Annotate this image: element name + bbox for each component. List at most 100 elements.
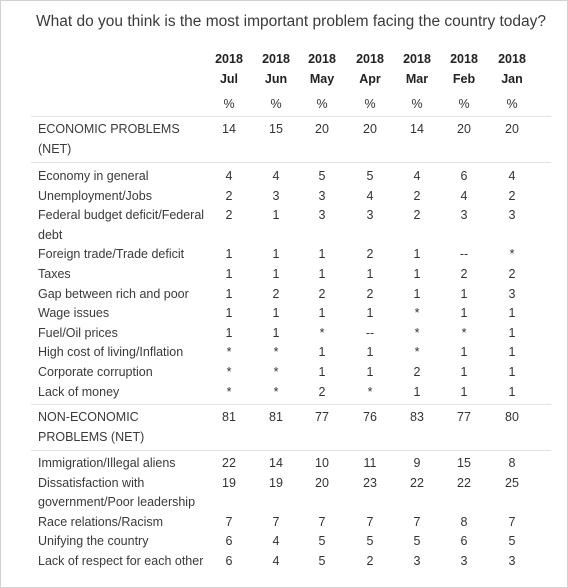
table-cell: * [319, 325, 325, 340]
table-cell: 5 [318, 169, 326, 183]
table-cell: 3 [272, 188, 280, 203]
table-cell: 81 [269, 410, 283, 424]
column-header-year: 2018 [356, 52, 384, 66]
table-cell: 2 [460, 267, 468, 281]
table-cell: 1 [225, 286, 233, 301]
table-cell: 1 [272, 247, 280, 262]
table-cell: 6 [460, 534, 468, 549]
table-cell: * [509, 247, 515, 262]
table-cell: 1 [318, 267, 326, 281]
table-cell: 2 [318, 286, 326, 301]
row-label: Wage issues [38, 306, 110, 321]
table-cell: 1 [508, 325, 516, 340]
table-cell: 7 [413, 514, 421, 529]
table-cell: 2 [318, 384, 326, 399]
table-cell: 1 [413, 286, 421, 301]
table-cell: 5 [413, 534, 421, 549]
column-header-unit: % [506, 97, 518, 111]
table-cell: -- [459, 247, 469, 262]
row-label: Taxes [38, 267, 71, 281]
table-cell: 1 [413, 247, 421, 262]
table-cell: 77 [457, 410, 471, 424]
table-cell: 1 [272, 208, 280, 223]
table-cell: 1 [225, 306, 233, 321]
table-cell: * [414, 325, 420, 340]
column-header-unit: % [458, 97, 470, 111]
table-cell: 2 [225, 188, 233, 203]
table-cell: 5 [366, 534, 374, 549]
table-cell: 4 [272, 554, 280, 568]
table-cell: 1 [318, 345, 326, 360]
column-header-month: Feb [452, 72, 476, 86]
table-cell: 1 [508, 306, 516, 321]
table-cell: 2 [413, 208, 421, 223]
table-cell: 3 [413, 554, 421, 568]
row-label: Lack of respect for each other [38, 554, 204, 568]
column-header-month: Apr [359, 72, 381, 86]
table-cell: 76 [363, 410, 377, 424]
table-cell: 6 [460, 169, 468, 183]
table-cell: 19 [222, 475, 236, 490]
table-cell: 1 [460, 384, 468, 399]
table-cell: 1 [508, 384, 516, 399]
table-cell: 1 [272, 325, 280, 340]
group-divider [31, 162, 551, 163]
table-cell: 77 [315, 410, 329, 424]
row-label: Race relations/Racism [38, 514, 164, 529]
table-cell: 20 [457, 122, 471, 136]
table-cell: 1 [460, 345, 468, 360]
table-cell: 1 [460, 306, 468, 321]
table-cell: 81 [222, 410, 236, 424]
row-label: Immigration/Illegal aliens [38, 456, 176, 470]
row-label: NON-ECONOMIC PROBLEMS (NET) [38, 410, 145, 444]
table-cell: 3 [508, 554, 516, 568]
table-cell: * [273, 345, 279, 360]
row-label: Federal budget deficit/Federal debt [38, 208, 205, 242]
table-cell: 1 [508, 365, 516, 379]
question-title: What do you think is the most important … [36, 13, 547, 30]
table-cell: 2 [272, 286, 280, 301]
row-label: Foreign trade/Trade deficit [38, 247, 185, 262]
table-cell: * [414, 306, 420, 321]
table-cell: 7 [508, 514, 516, 529]
table-cell: 1 [366, 267, 374, 281]
column-header-month: Jun [264, 72, 288, 86]
table-cell: 4 [366, 188, 374, 203]
table-cell: 1 [272, 267, 280, 281]
row-label: Corporate corruption [38, 365, 153, 379]
table-cell: 10 [315, 456, 329, 470]
table-cell: 4 [413, 169, 421, 183]
table-cell: 6 [225, 554, 233, 568]
table-cell: 4 [508, 169, 516, 183]
table-cell: 3 [366, 208, 374, 223]
row-label: Dissatisfaction with government/Poor lea… [38, 475, 196, 510]
table-cell: 14 [410, 122, 424, 136]
table-cell: 1 [225, 325, 233, 340]
table-cell: 3 [460, 554, 468, 568]
table-cell: 83 [410, 410, 424, 424]
table-cell: 5 [318, 554, 326, 568]
table-cell: 1 [318, 247, 326, 262]
row-label: Fuel/Oil prices [38, 325, 118, 340]
table-cell: 2 [413, 188, 421, 203]
column-header-unit: % [270, 97, 282, 111]
row-label: Lack of money [38, 384, 120, 399]
row-label: Economy in general [38, 169, 149, 183]
table-cell: 23 [363, 475, 377, 490]
table-cell: 22 [410, 475, 424, 490]
table-cell: 8 [460, 514, 468, 529]
table-cell: 1 [366, 345, 374, 360]
table-cell: * [367, 384, 373, 399]
table-cell: 14 [222, 122, 236, 136]
table-cell: 20 [363, 122, 377, 136]
column-header-unit: % [364, 97, 376, 111]
column-header-unit: % [223, 97, 235, 111]
table-cell: 1 [413, 384, 421, 399]
column-header-unit: % [316, 97, 328, 111]
table-cell: 1 [460, 365, 468, 379]
table-cell: 5 [318, 534, 326, 549]
column-header-year: 2018 [262, 52, 290, 66]
column-header-unit: % [411, 97, 423, 111]
column-header-year: 2018 [215, 52, 243, 66]
table-cell: 3 [318, 208, 326, 223]
